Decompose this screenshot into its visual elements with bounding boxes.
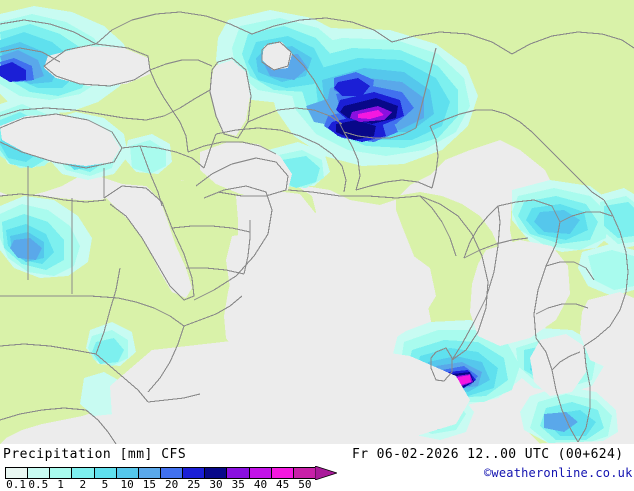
colorbar-swatch-2mm	[72, 468, 95, 478]
colorbar-swatch-40mm	[249, 468, 272, 478]
tick-label-0.5: 0.5	[28, 478, 49, 491]
colorbar-overflow-arrow-icon	[315, 466, 337, 480]
legend-title: Precipitation [mm] CFS	[3, 447, 187, 462]
tick-label-10: 10	[120, 478, 134, 491]
tick-label-20: 20	[164, 478, 179, 491]
colorbar-tick-labels: 0.1 0.5 1 2 5 10 15 20 25 30 35 40 45 50	[0, 478, 340, 491]
colorbar-swatch-50mm	[293, 468, 315, 478]
colorbar-swatch-35mm	[227, 468, 250, 478]
copyright-notice: ©weatheronline.co.uk	[484, 466, 633, 480]
country-borders	[0, 11, 634, 444]
colorbar-swatch-25mm	[183, 468, 206, 478]
colorbar-swatch-45mm	[271, 468, 294, 478]
tick-label-0.1: 0.1	[6, 478, 27, 491]
tick-label-25: 25	[187, 478, 201, 491]
tick-label-15: 15	[142, 478, 157, 491]
colorbar-swatch-15mm	[138, 468, 161, 478]
colorbar-swatch-30mm	[205, 468, 228, 478]
colorbar-swatch-10mm	[116, 468, 139, 478]
tick-label-40: 40	[253, 478, 268, 491]
tick-label-1: 1	[57, 478, 64, 491]
tick-label-30: 30	[209, 478, 223, 491]
colorbar-swatch-0.1mm	[6, 468, 29, 478]
precipitation-map[interactable]	[0, 0, 634, 444]
tick-label-45: 45	[276, 478, 290, 491]
colorbar-swatches	[5, 467, 316, 479]
tick-label-2: 2	[79, 478, 87, 491]
colorbar-swatch-20mm	[160, 468, 184, 478]
colorbar	[5, 466, 337, 480]
map-footer: Precipitation [mm] CFS 0.1 0.5 1 2 5 10 15 20 25…	[0, 444, 634, 491]
map-canvas[interactable]	[0, 0, 634, 444]
tick-label-50: 50	[298, 478, 312, 491]
colorbar-swatch-5mm	[94, 468, 117, 478]
forecast-timestamp: Fr 06-02-2026 12..00 UTC (00+624)	[352, 447, 624, 462]
colorbar-swatch-1mm	[50, 468, 73, 478]
no-precip-areas	[0, 42, 634, 444]
tick-label-35: 35	[231, 478, 245, 491]
colorbar-swatch-0.5mm	[28, 468, 51, 478]
tick-label-5: 5	[101, 478, 109, 491]
